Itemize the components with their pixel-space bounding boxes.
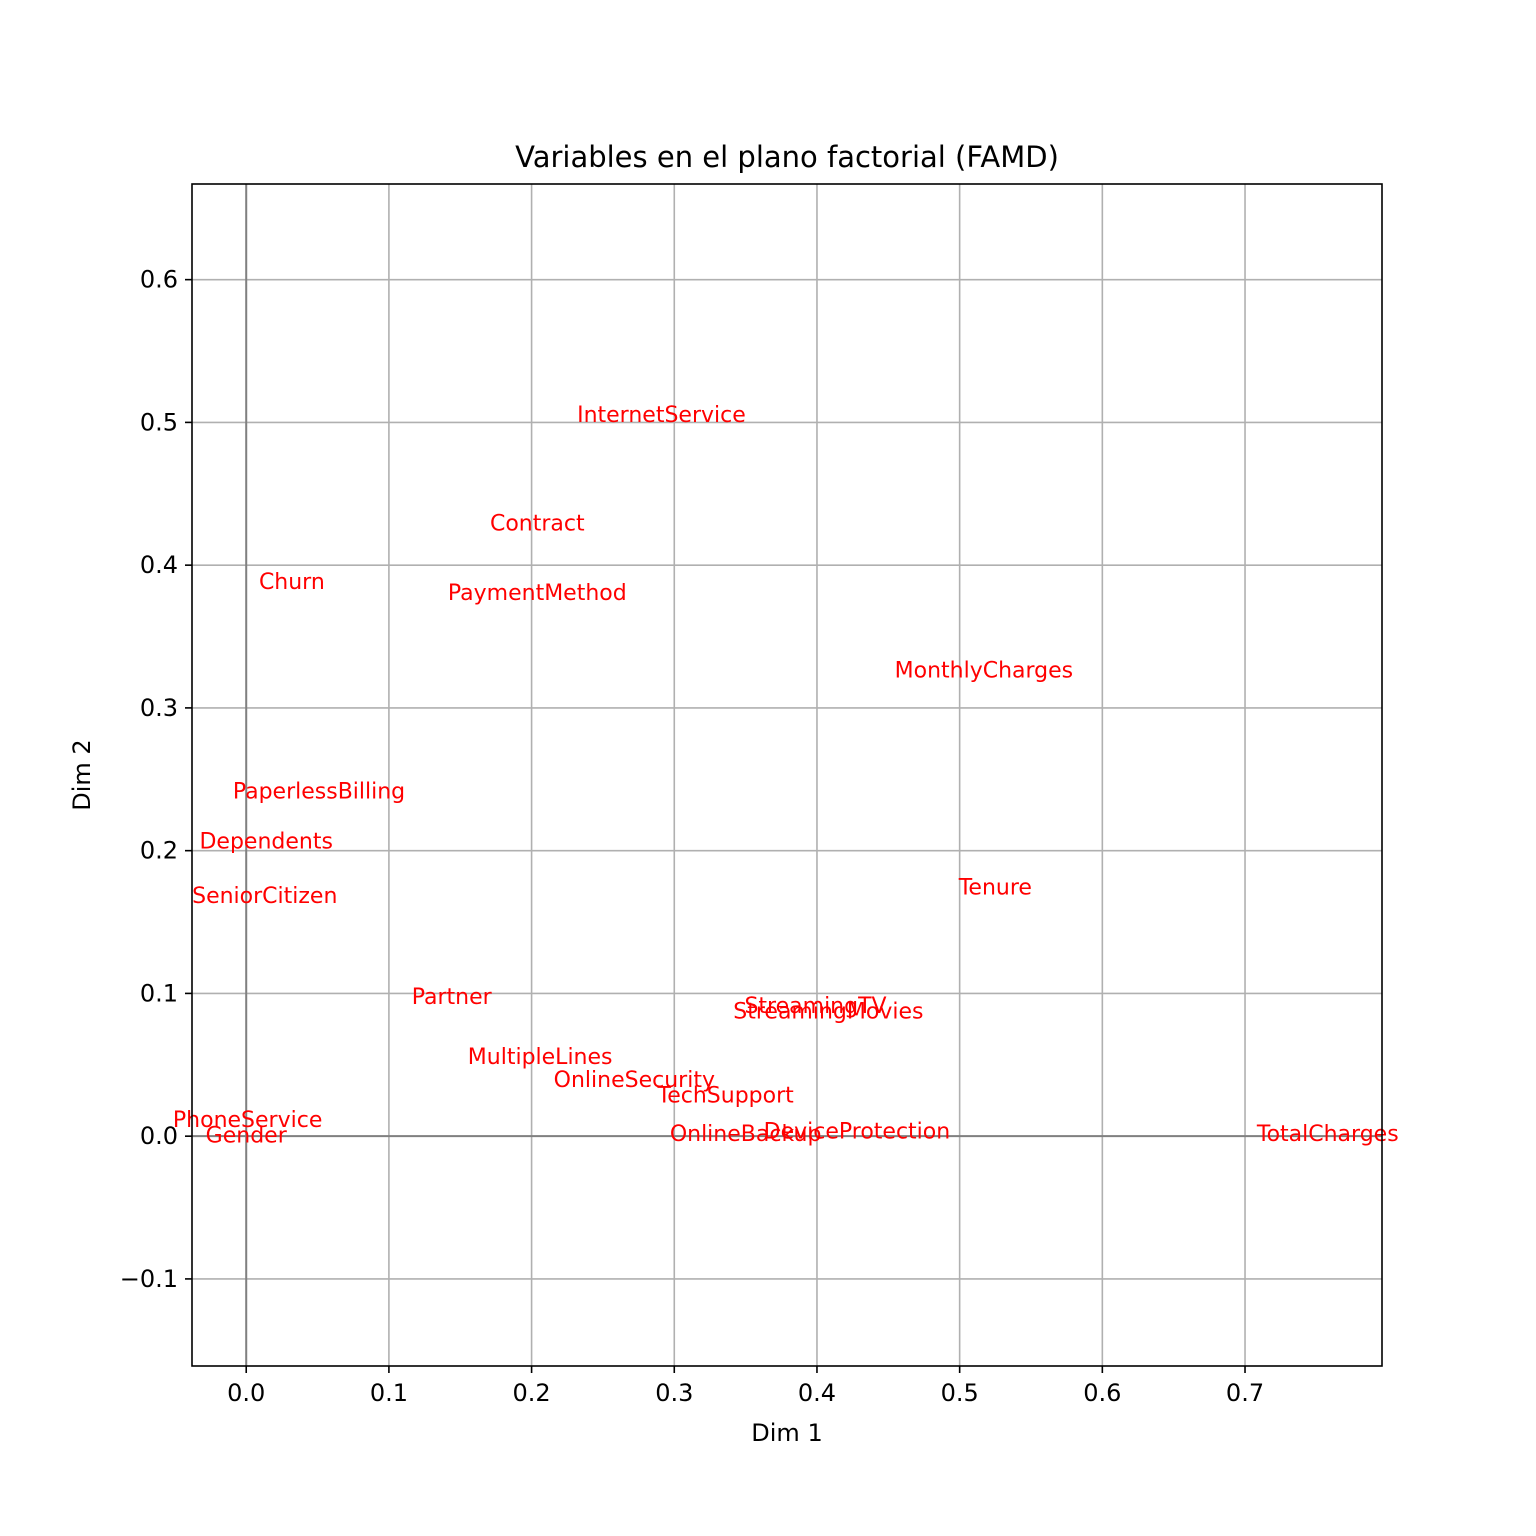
x-tick-label: 0.2 <box>513 1379 551 1407</box>
x-tick-label: 0.1 <box>370 1379 408 1407</box>
y-axis-ticks: −0.1 0.0 0.1 0.2 0.3 0.4 0.5 0.6 <box>120 266 192 1293</box>
variable-label-churn: Churn <box>259 570 325 595</box>
x-axis-ticks: 0.0 0.1 0.2 0.3 0.4 0.5 0.6 0.7 <box>227 1366 1264 1407</box>
variable-label-totalcharges: TotalCharges <box>1256 1122 1399 1147</box>
variable-label-streamingmovies: StreamingMovies <box>733 999 923 1024</box>
variable-label-tenure: Tenure <box>958 875 1032 900</box>
x-tick-label: 0.3 <box>655 1379 693 1407</box>
variable-labels: InternetService Contract Churn PaymentMetho… <box>173 403 1399 1149</box>
reference-lines <box>192 184 1382 1366</box>
x-tick-label: 0.6 <box>1083 1379 1121 1407</box>
variable-label-streamingtv: StreamingTV <box>744 994 886 1019</box>
x-tick-label: 0.7 <box>1226 1379 1264 1407</box>
x-tick-label: 0.5 <box>941 1379 979 1407</box>
variable-label-techsupport: TechSupport <box>657 1084 795 1109</box>
variable-label-multiplelines: MultipleLines <box>468 1045 613 1070</box>
variable-label-paymentmethod: PaymentMethod <box>448 581 627 606</box>
y-tick-label: 0.6 <box>140 266 178 294</box>
chart-title: Variables en el plano factorial (FAMD) <box>515 140 1059 174</box>
y-tick-label: −0.1 <box>120 1265 178 1293</box>
variable-label-seniorcitizen: SeniorCitizen <box>192 884 337 909</box>
variable-label-dependents: Dependents <box>199 830 332 855</box>
variable-label-contract: Contract <box>490 511 585 536</box>
y-tick-label: 0.5 <box>140 408 178 436</box>
y-axis-label: Dim 2 <box>68 739 96 810</box>
y-tick-label: 0.2 <box>140 837 178 865</box>
variable-label-internetservice: InternetService <box>577 403 746 428</box>
grid <box>192 184 1382 1366</box>
variable-label-onlinesecurity: OnlineSecurity <box>554 1068 715 1093</box>
x-tick-label: 0.0 <box>227 1379 265 1407</box>
x-axis-label: Dim 1 <box>751 1419 822 1447</box>
variable-label-partner: Partner <box>412 985 493 1010</box>
y-tick-label: 0.1 <box>140 979 178 1007</box>
variable-label-monthlycharges: MonthlyCharges <box>895 658 1074 683</box>
y-tick-label: 0.0 <box>140 1122 178 1150</box>
y-tick-label: 0.4 <box>140 551 178 579</box>
plot-frame <box>191 183 1383 1367</box>
variable-label-deviceprotection: DeviceProtection <box>764 1119 951 1144</box>
variable-label-paperlessbilling: PaperlessBilling <box>233 780 405 805</box>
x-tick-label: 0.4 <box>798 1379 836 1407</box>
variable-label-gender: Gender <box>206 1124 288 1149</box>
variable-label-onlinebackup: OnlineBackup <box>670 1122 822 1147</box>
y-tick-label: 0.3 <box>140 694 178 722</box>
variable-label-phoneservice: PhoneService <box>173 1108 322 1133</box>
